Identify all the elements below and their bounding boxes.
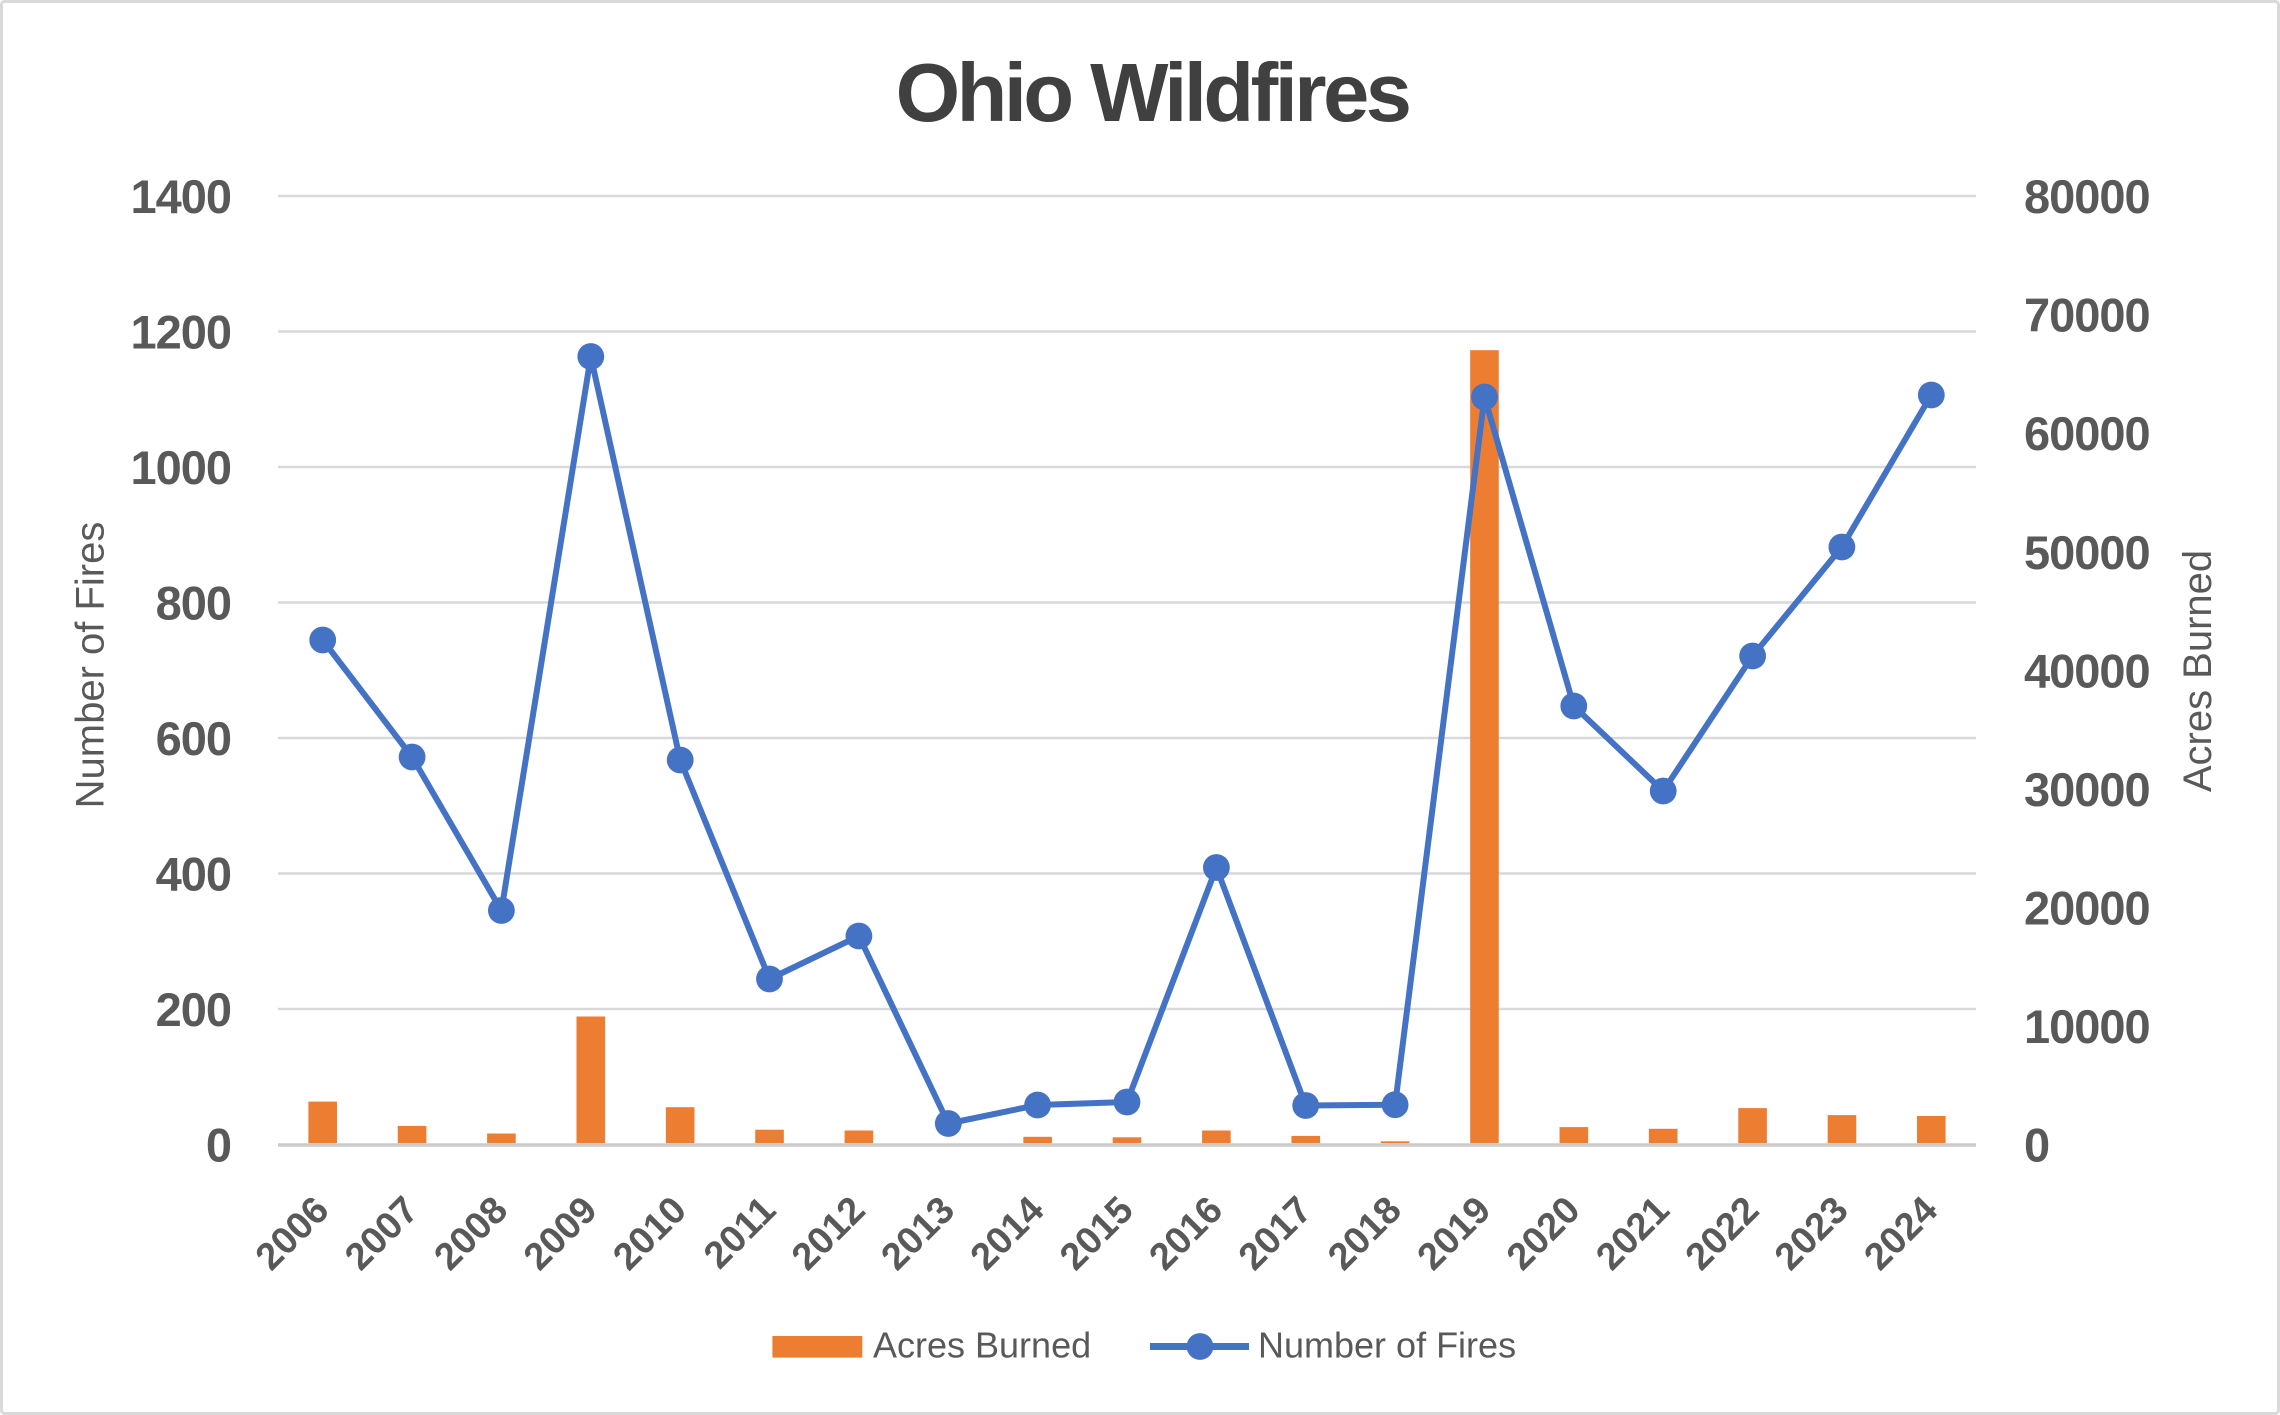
svg-text:Acres Burned: Acres Burned xyxy=(2176,550,2220,792)
svg-text:Ohio Wildfires: Ohio Wildfires xyxy=(896,46,1409,139)
svg-text:Number of Fires: Number of Fires xyxy=(1258,1325,1516,1366)
svg-text:40000: 40000 xyxy=(2024,644,2150,697)
svg-text:0: 0 xyxy=(206,1119,231,1172)
svg-text:800: 800 xyxy=(156,577,231,630)
svg-text:20000: 20000 xyxy=(2024,882,2150,935)
svg-text:70000: 70000 xyxy=(2024,289,2150,342)
svg-text:Acres Burned: Acres Burned xyxy=(873,1325,1091,1366)
svg-text:600: 600 xyxy=(156,712,231,765)
svg-text:200: 200 xyxy=(156,983,231,1036)
svg-text:1400: 1400 xyxy=(130,170,231,223)
svg-text:80000: 80000 xyxy=(2024,170,2150,223)
svg-text:0: 0 xyxy=(2024,1119,2049,1172)
svg-text:400: 400 xyxy=(156,848,231,901)
svg-text:1000: 1000 xyxy=(130,441,231,494)
svg-text:1200: 1200 xyxy=(130,306,231,359)
svg-text:50000: 50000 xyxy=(2024,526,2150,579)
svg-text:60000: 60000 xyxy=(2024,407,2150,460)
svg-text:10000: 10000 xyxy=(2024,1000,2150,1053)
svg-text:Number of Fires: Number of Fires xyxy=(69,522,113,809)
svg-text:30000: 30000 xyxy=(2024,763,2150,816)
